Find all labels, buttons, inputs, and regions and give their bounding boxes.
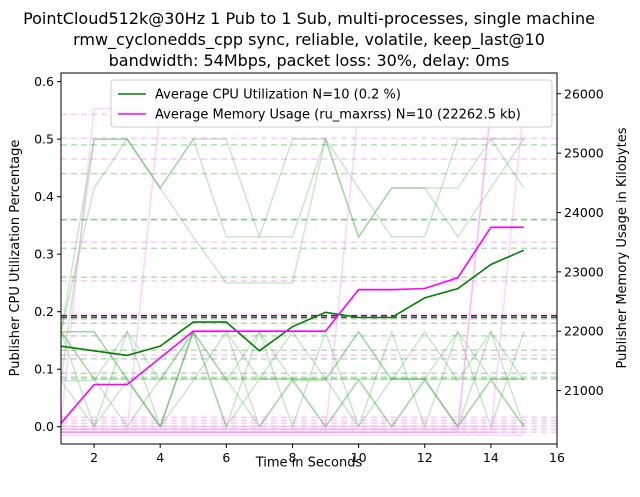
- y-axis-right: 21000 22000 23000 24000 25000 26000: [557, 86, 604, 398]
- y-left-tick-label: 0.0: [34, 419, 54, 434]
- y-left-tick-label: 0.3: [34, 247, 54, 262]
- legend-label-mem: Average Memory Usage (ru_maxrss) N=10 (2…: [155, 108, 521, 123]
- cpu-average-series-line: [61, 249, 525, 357]
- x-axis-label: Time in Seconds: [255, 455, 363, 470]
- mem-average-series-line: [61, 226, 524, 424]
- cpu-run-line: [61, 137, 524, 332]
- y-right-tick-label: 23000: [564, 264, 604, 279]
- y-left-tick-label: 0.4: [34, 189, 54, 204]
- y-right-tick-label: 22000: [564, 324, 604, 339]
- mem-run-line: [61, 104, 524, 430]
- y-right-tick-label: 24000: [564, 205, 604, 220]
- cpu-run-line: [61, 330, 525, 429]
- y-left-tick-label: 0.6: [34, 74, 54, 89]
- title-line-2: rmw_cyclonedds_cpp sync, reliable, volat…: [73, 30, 545, 50]
- cpu-run-line: [61, 331, 524, 380]
- x-tick-label: 14: [483, 450, 499, 465]
- mem-run-line: [61, 107, 524, 433]
- y-axis-left: 0.0 0.1 0.2 0.3 0.4 0.5 0.6: [34, 74, 61, 434]
- x-tick-label: 2: [90, 450, 98, 465]
- cpu-run-line: [61, 330, 525, 429]
- x-tick-label: 6: [222, 450, 230, 465]
- x-axis: 2 4 6 8 10 12 14 16: [90, 444, 565, 465]
- chart-title: PointCloud512k@30Hz 1 Pub to 1 Sub, mult…: [23, 9, 595, 70]
- mem-run-line: [61, 105, 525, 433]
- y-axis-label-right: Publisher Memory Usage in Kilobytes: [615, 127, 630, 368]
- x-tick-label: 8: [288, 450, 296, 465]
- y-left-tick-label: 0.2: [34, 304, 54, 319]
- legend: Average CPU Utilization N=10 (0.2 %) Ave…: [110, 79, 553, 128]
- x-tick-label: 4: [156, 450, 164, 465]
- x-tick-label: 10: [351, 450, 367, 465]
- y-right-tick-label: 21000: [564, 383, 604, 398]
- x-tick-label: 16: [549, 450, 565, 465]
- legend-box: [110, 79, 553, 128]
- cpu-run-line: [61, 329, 525, 429]
- title-line-1: PointCloud512k@30Hz 1 Pub to 1 Sub, mult…: [23, 9, 595, 28]
- cpu-run-line: [61, 330, 524, 429]
- x-tick-label: 12: [417, 450, 433, 465]
- cpu-run-line: [61, 330, 525, 383]
- y-axis-label-left: Publisher CPU Utilization Percentage: [8, 140, 23, 377]
- plot-area: [61, 104, 557, 436]
- title-line-3: bandwidth: 54Mbps, packet loss: 30%, del…: [109, 51, 510, 70]
- legend-label-cpu: Average CPU Utilization N=10 (0.2 %): [155, 88, 401, 103]
- y-right-tick-label: 26000: [564, 86, 604, 101]
- plot-frame: [60, 72, 558, 445]
- cpu-run-line: [61, 137, 525, 332]
- cpu-run-line: [61, 136, 525, 381]
- y-left-tick-label: 0.1: [34, 362, 54, 377]
- y-left-tick-label: 0.5: [34, 132, 54, 147]
- y-right-tick-label: 25000: [564, 146, 604, 161]
